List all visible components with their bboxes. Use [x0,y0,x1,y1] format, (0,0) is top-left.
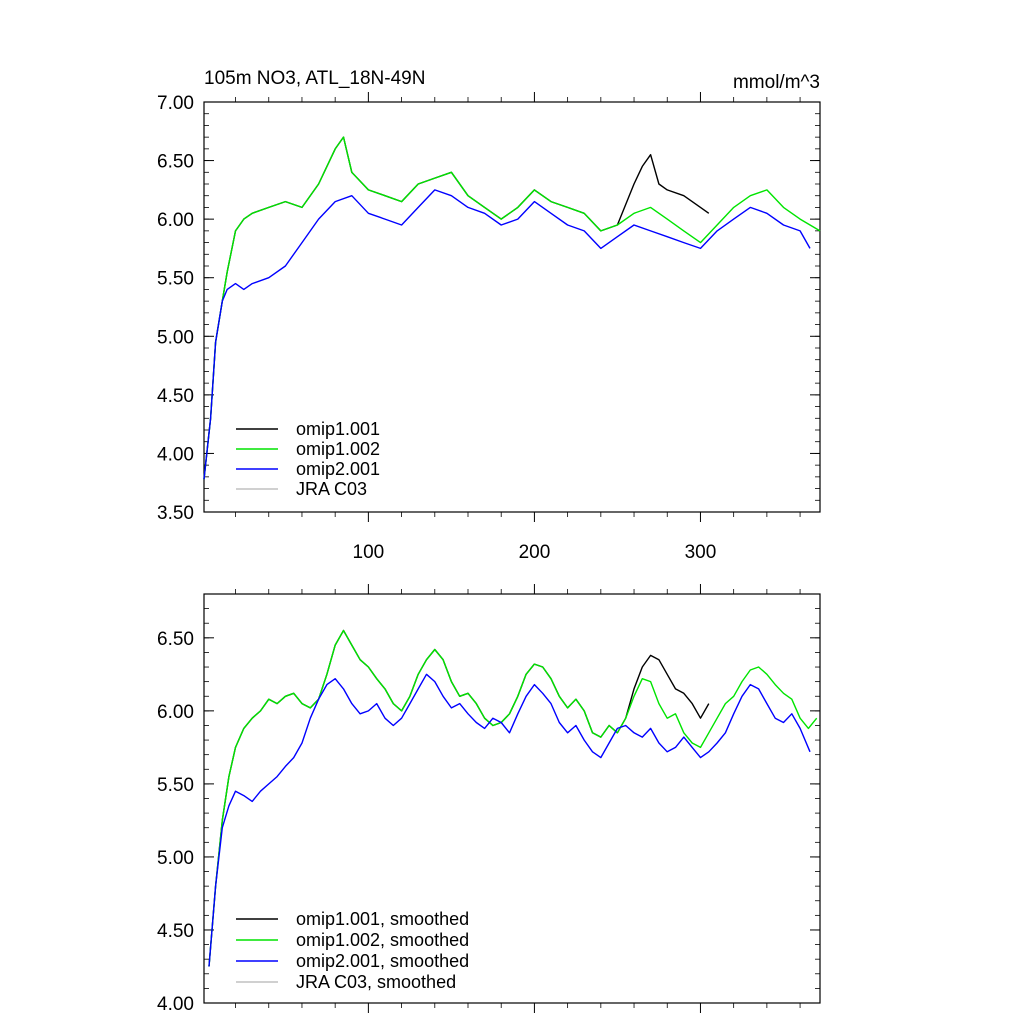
series-line-1 [203,136,710,480]
units-label: mmol/m^3 [733,72,820,93]
bottom-panel: 4.00 4.50 5.00 5.50 6.00 6.50 omip1.001, smoot… [157,584,821,1015]
series-line-2 [208,629,818,967]
y-tick-label: 5.50 [157,775,194,796]
legend-label: omip1.001 [296,419,380,439]
y-tick-label: 4.50 [157,921,194,942]
y-tick-label: 4.00 [157,444,194,465]
y-tick-label: 5.00 [157,327,194,348]
y-tick-label: 6.50 [157,629,194,650]
legend-label: omip1.002 [296,439,380,459]
legend-label: JRA C03 [296,479,367,499]
plot-frame [203,101,821,513]
y-tick-label: 6.00 [157,210,194,231]
y-tick-label: 3.50 [157,503,194,524]
legend-label: JRA C03, smoothed [296,972,456,992]
x-tick-label: 300 [685,542,717,563]
y-tick-label: 7.00 [157,93,194,114]
y-tick-label: 6.50 [157,152,194,173]
y-tick-label: 5.50 [157,269,194,290]
x-tick-label: 200 [519,542,551,563]
legend-label: omip2.001 [296,459,380,479]
top-panel: 3.50 4.00 4.50 5.00 5.50 6.00 6.50 7.00 100 200 30… [157,92,821,563]
series-line-3 [208,673,811,967]
x-tick-label: 100 [353,542,385,563]
series-line-3 [203,189,811,480]
y-tick-label: 6.00 [157,702,194,723]
y-tick-label: 4.50 [157,386,194,407]
y-tick-label: 4.00 [157,994,194,1015]
chart-title: 105m NO3, ATL_18N-49N [204,68,425,89]
legend-label: omip2.001, smoothed [296,951,469,971]
legend-label: omip1.001, smoothed [296,909,469,929]
y-tick-label: 5.00 [157,848,194,869]
legend-label: omip1.002, smoothed [296,930,469,950]
series-line-2 [203,136,821,480]
